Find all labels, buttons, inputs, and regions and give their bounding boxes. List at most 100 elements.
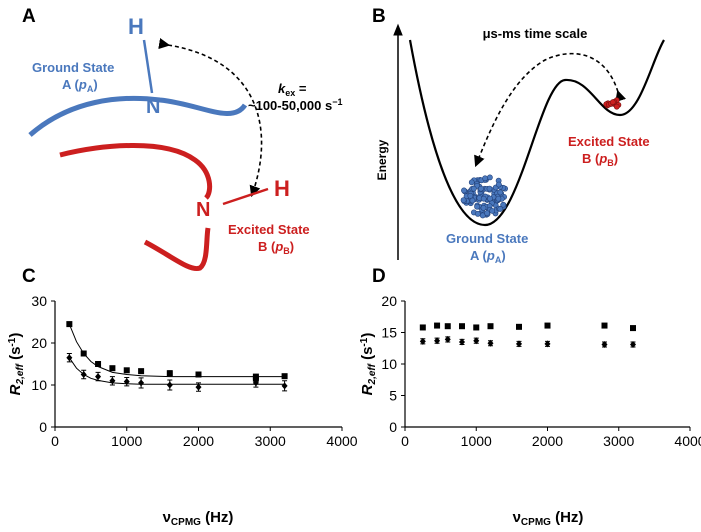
y-tick-label: 10 (381, 356, 397, 372)
y-axis-label: R2,eff (s-1) (359, 333, 378, 396)
backbone-excited (59, 143, 213, 200)
dot (480, 205, 487, 211)
x-axis-label: νCPMG (Hz) (513, 509, 584, 528)
dot (478, 185, 484, 192)
atom-n: N (146, 96, 160, 118)
panel-label: D (372, 266, 386, 287)
point (138, 368, 145, 375)
dot (474, 203, 480, 210)
point (487, 323, 494, 330)
dot (470, 185, 477, 192)
point (434, 322, 441, 329)
dot (486, 174, 493, 181)
y-axis-label: R2,eff (s-1) (7, 333, 26, 396)
panel-label: C (22, 266, 36, 287)
point (601, 322, 608, 329)
point (138, 379, 145, 387)
population-label: A (pA) (62, 77, 98, 94)
x-tick-label: 2000 (532, 433, 563, 449)
dot (480, 195, 487, 202)
population-label: B (pB) (258, 239, 294, 256)
x-tick-label: 4000 (326, 433, 357, 449)
point (95, 361, 102, 367)
point (630, 325, 636, 332)
fit-line (68, 357, 285, 385)
dot (489, 207, 496, 214)
x-tick-label: 2000 (183, 433, 214, 449)
state-label: Ground State (446, 231, 528, 246)
dot (495, 181, 502, 188)
dot (495, 195, 502, 202)
dot (484, 210, 490, 217)
dot (613, 103, 620, 110)
point (544, 322, 551, 329)
point (434, 337, 441, 345)
point (630, 340, 636, 348)
dot (467, 192, 474, 199)
point (516, 340, 522, 348)
population-label: B (pB) (582, 151, 618, 168)
population-dots (460, 97, 622, 219)
dot (500, 201, 507, 208)
dot (482, 175, 488, 182)
exchange-arrow (158, 38, 263, 198)
dot (461, 187, 467, 194)
state-label: Excited State (568, 134, 650, 149)
y-tick-label: 20 (31, 335, 47, 351)
y-tick-label: 30 (31, 293, 47, 309)
backbone-ground (28, 95, 248, 137)
y-tick-label: 15 (381, 325, 397, 341)
energy-landscape (408, 39, 665, 227)
point (419, 324, 426, 331)
point (459, 338, 465, 346)
point (601, 340, 608, 348)
point (544, 340, 551, 348)
panel-label: B (372, 6, 386, 27)
point (281, 382, 288, 390)
point (166, 370, 173, 377)
x-tick-label: 4000 (674, 433, 701, 449)
dot (469, 197, 476, 204)
point (195, 371, 202, 378)
state-label: Excited State (228, 222, 310, 237)
point (195, 383, 202, 391)
point (166, 381, 173, 389)
panel-label: A (22, 6, 36, 27)
point (109, 365, 116, 372)
point (444, 323, 451, 330)
x-tick-label: 1000 (111, 433, 142, 449)
axis-label: Energy (375, 139, 389, 180)
dot (487, 195, 493, 202)
x-tick-label: 3000 (603, 433, 634, 449)
point (473, 337, 480, 345)
point (95, 373, 102, 381)
dot (497, 206, 504, 212)
y-tick-label: 20 (381, 293, 397, 309)
y-tick-label: 10 (31, 377, 47, 393)
kex-label: kex = (278, 81, 307, 98)
point (123, 367, 130, 374)
x-tick-label: 0 (51, 433, 59, 449)
point (459, 323, 465, 330)
panel-title: μs-ms time scale (483, 26, 588, 41)
point (487, 339, 494, 347)
dot (609, 99, 616, 106)
dot (468, 179, 475, 186)
y-tick-label: 0 (39, 419, 47, 435)
point (419, 337, 426, 345)
point (516, 323, 522, 330)
population-label: A (pA) (470, 248, 506, 265)
state-label: Ground State (32, 60, 114, 75)
x-tick-label: 1000 (461, 433, 492, 449)
atom-h: H (274, 176, 290, 201)
y-tick-label: 0 (389, 419, 397, 435)
atom-h: H (128, 14, 144, 39)
dot (497, 189, 504, 196)
fit-line (68, 323, 285, 378)
dot (486, 185, 493, 192)
point (444, 335, 451, 343)
bond-excited (222, 187, 269, 206)
dot (460, 197, 467, 204)
y-tick-label: 5 (389, 388, 397, 404)
